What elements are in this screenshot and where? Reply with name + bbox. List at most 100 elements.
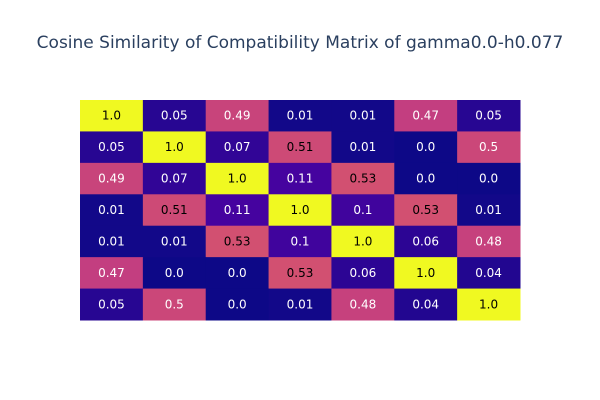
heatmap-cell (457, 194, 521, 227)
heatmap-cell (205, 288, 270, 321)
heatmap-cell (205, 162, 270, 195)
heatmap-cell (394, 100, 458, 132)
heatmap-cell (142, 100, 207, 132)
heatmap-cell-label: 0.01 (98, 234, 125, 248)
heatmap-cell-label: 0.01 (475, 203, 502, 217)
heatmap-cell (268, 288, 332, 321)
heatmap-cell-label: 0.01 (287, 109, 314, 123)
heatmap-cell-label: 0.11 (287, 172, 314, 186)
heatmap-cell-label: 0.01 (350, 109, 377, 123)
heatmap-cell-label: 0.53 (350, 172, 377, 186)
heatmap-cell (394, 257, 458, 290)
heatmap-cell-label: 0.0 (479, 172, 498, 186)
heatmap-cell (331, 131, 395, 164)
heatmap-cell-label: 0.53 (224, 234, 251, 248)
heatmap-cell (80, 288, 144, 321)
heatmap-cell-label: 0.0 (416, 140, 435, 154)
heatmap-cell (394, 131, 458, 164)
heatmap-cell-label: 0.01 (287, 297, 314, 311)
heatmap-cell (205, 100, 270, 132)
heatmap-cell-labels: 1.0 0.05 0.49 0.01 0.01 0.47 0.05 0.05 1.0 0.07 0.… (98, 109, 502, 312)
heatmap-cell-label: 0.51 (161, 203, 188, 217)
heatmap-cell-label: 0.01 (350, 140, 377, 154)
heatmap-cells (80, 100, 521, 321)
heatmap-cell-label: 1.0 (228, 172, 247, 186)
heatmap-cell (80, 194, 144, 227)
heatmap-cell-label: 0.05 (161, 109, 188, 123)
heatmap-cell-label: 0.47 (412, 109, 439, 123)
heatmap-cell-label: 0.47 (98, 266, 125, 280)
heatmap-cell (80, 257, 144, 290)
heatmap-cell-label: 0.07 (161, 172, 188, 186)
heatmap-cell-label: 1.0 (290, 203, 309, 217)
heatmap-cell-label: 1.0 (102, 109, 121, 123)
heatmap-cell-label: 0.06 (350, 266, 377, 280)
heatmap-cell (268, 257, 332, 290)
heatmap-cell (268, 100, 332, 132)
heatmap-cell-label: 0.0 (416, 172, 435, 186)
heatmap-cell-label: 1.0 (165, 140, 184, 154)
heatmap-cell (142, 162, 207, 195)
heatmap-cell-label: 0.04 (412, 297, 439, 311)
heatmap-cell-label: 0.06 (412, 234, 439, 248)
heatmap-cell-label: 0.48 (350, 297, 377, 311)
heatmap-cell-label: 0.04 (475, 266, 502, 280)
heatmap-cell-label: 0.53 (412, 203, 439, 217)
heatmap-cell (394, 194, 458, 227)
heatmap-cell (331, 162, 395, 195)
heatmap-cell (457, 257, 521, 290)
heatmap-cell (205, 257, 270, 290)
heatmap-cell (142, 131, 207, 164)
heatmap-cell-label: 0.05 (475, 109, 502, 123)
heatmap-cell-label: 0.1 (353, 203, 372, 217)
heatmap-cell (268, 131, 332, 164)
heatmap-cell (394, 162, 458, 195)
heatmap-cell (142, 225, 207, 258)
heatmap-cell-label: 0.1 (290, 234, 309, 248)
heatmap-cell-label: 0.48 (475, 234, 502, 248)
heatmap-cell (142, 257, 207, 290)
heatmap-cell (80, 131, 144, 164)
heatmap-cell-label: 1.0 (416, 266, 435, 280)
heatmap-cell-label: 0.0 (165, 266, 184, 280)
heatmap-cell-label: 0.0 (228, 297, 247, 311)
heatmap-cell (205, 225, 270, 258)
heatmap-cell-label: 0.53 (287, 266, 314, 280)
heatmap-cell-label: 0.05 (98, 297, 125, 311)
heatmap-cell (457, 288, 521, 321)
heatmap-cell-label: 0.5 (165, 297, 184, 311)
heatmap-cell (142, 194, 207, 227)
heatmap-cell (268, 225, 332, 258)
heatmap-cell (331, 194, 395, 227)
heatmap-cell-label: 1.0 (479, 297, 498, 311)
heatmap-cell (331, 257, 395, 290)
heatmap-cell-label: 0.07 (224, 140, 251, 154)
heatmap-cell (331, 288, 395, 321)
heatmap-cell (457, 162, 521, 195)
heatmap-cell (205, 194, 270, 227)
heatmap-cell-label: 0.51 (287, 140, 314, 154)
heatmap-cell-label: 0.49 (224, 109, 251, 123)
heatmap-cell-label: 0.01 (161, 234, 188, 248)
heatmap-cell (331, 100, 395, 132)
heatmap-cell (394, 225, 458, 258)
heatmap-cell-label: 0.49 (98, 172, 125, 186)
heatmap-cell (331, 225, 395, 258)
heatmap-cell (268, 162, 332, 195)
heatmap-cell-label: 0.05 (98, 140, 125, 154)
heatmap-cell (205, 131, 270, 164)
chart-title: Cosine Similarity of Compatibility Matri… (36, 33, 564, 53)
heatmap-cell-label: 0.0 (228, 266, 247, 280)
heatmap-cell (80, 225, 144, 258)
heatmap-cell (268, 194, 332, 227)
heatmap-cell (457, 100, 521, 132)
heatmap-cell (142, 288, 207, 321)
heatmap-cell (394, 288, 458, 321)
heatmap-cell-label: 0.01 (98, 203, 125, 217)
heatmap-cell (457, 131, 521, 164)
heatmap-cell (80, 162, 144, 195)
heatmap-cell-label: 1.0 (353, 234, 372, 248)
heatmap-cell (457, 225, 521, 258)
heatmap-cell-label: 0.5 (479, 140, 498, 154)
